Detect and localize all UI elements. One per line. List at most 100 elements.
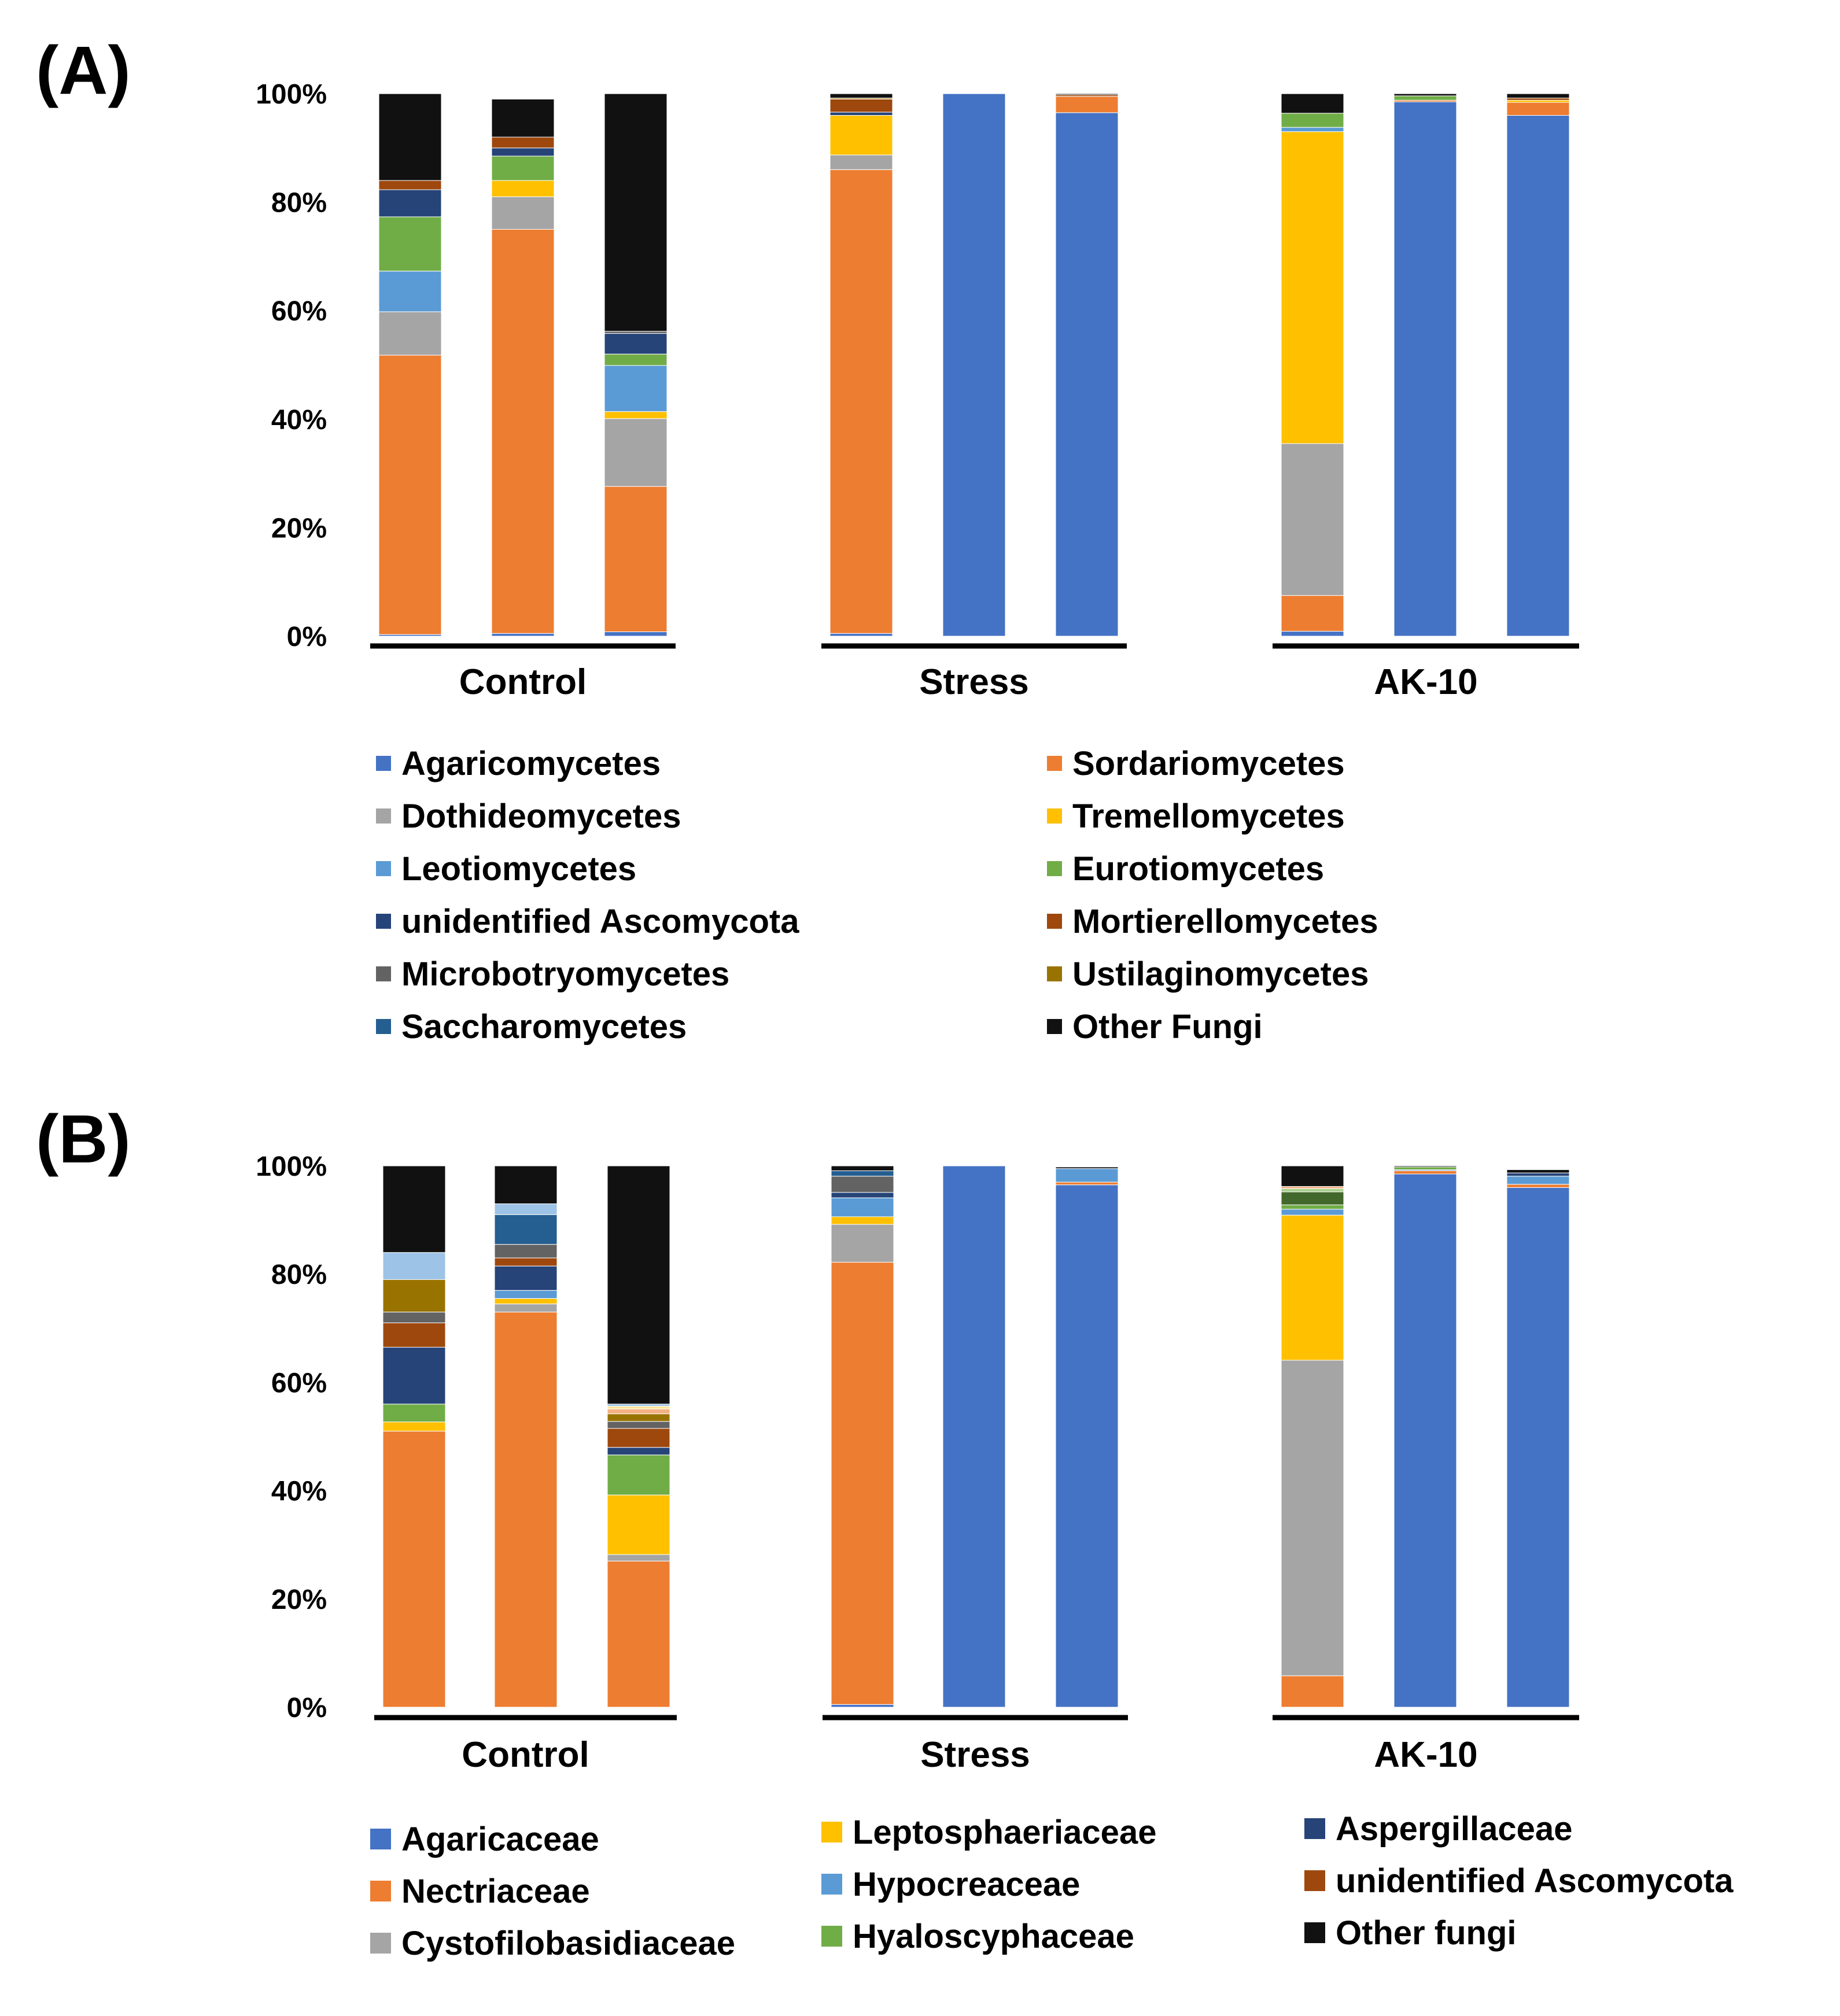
bar-segment-a <box>1281 93 1344 114</box>
bar-segment-b <box>382 1252 446 1280</box>
bar-segment-b <box>494 1304 558 1313</box>
legend-label-a: Other Fungi <box>1072 1008 1263 1046</box>
bar-segment-a <box>491 98 555 138</box>
legend-label-a: Leotiomycetes <box>401 850 636 888</box>
legend-swatch-a <box>1047 1019 1062 1034</box>
legend-swatch-b <box>1304 1818 1325 1839</box>
y-tick-label-a: 40% <box>271 405 327 435</box>
bar-segment-b <box>1281 1186 1344 1189</box>
bar-segment-b <box>831 1216 894 1225</box>
bar-segment-b <box>607 1413 670 1422</box>
y-tick-label-b: 100% <box>256 1151 327 1182</box>
bar-segment-b <box>1393 1170 1457 1175</box>
legend-swatch-b <box>821 1874 842 1895</box>
bar-segment-b <box>607 1404 670 1407</box>
legend-label-b: Nectriaceae <box>401 1873 590 1910</box>
bar-segment-a <box>829 169 893 634</box>
group-label-a: Control <box>459 662 587 702</box>
bar-segment-a <box>1281 127 1344 132</box>
bar-segment-a <box>378 93 442 181</box>
legend-label-b: Leptosphaeriaceae <box>853 1814 1156 1851</box>
legend-label-a: Saccharomycetes <box>401 1008 687 1046</box>
legend-swatch-a <box>376 966 391 981</box>
bar-segment-b <box>494 1257 558 1267</box>
legend-swatch-a <box>1047 966 1062 981</box>
bar-segment-b <box>1055 1166 1119 1169</box>
panel-label-b: (B) <box>36 1101 131 1177</box>
legend-swatch-a <box>1047 914 1062 929</box>
group-label-a: AK-10 <box>1374 662 1477 702</box>
y-tick-label-b: 20% <box>271 1585 327 1615</box>
bar-segment-b <box>382 1421 446 1432</box>
y-tick-label-a: 20% <box>271 513 327 544</box>
legend-label-a: unidentified Ascomycota <box>401 903 799 940</box>
bar-segment-b <box>1281 1209 1344 1216</box>
bars-b <box>382 1165 1570 1708</box>
bar-segment-b <box>942 1165 1006 1708</box>
bar-segment-b <box>382 1404 446 1423</box>
bar-segment-a <box>829 154 893 170</box>
legend-swatch-b <box>1304 1870 1325 1891</box>
bar-segment-b <box>607 1421 670 1429</box>
bar-segment-a <box>491 147 555 157</box>
bar-segment-b <box>382 1312 446 1323</box>
y-tick-label-a: 60% <box>271 296 327 327</box>
bar-segment-a <box>1281 631 1344 637</box>
bar-segment-b <box>1055 1168 1119 1183</box>
group-label-b: Control <box>462 1735 589 1775</box>
legend-label-a: Eurotiomycetes <box>1072 850 1324 888</box>
bar-segment-a <box>1281 443 1344 596</box>
bar-segment-a <box>378 311 442 356</box>
legend-swatch-b <box>370 1933 391 1954</box>
bar-segment-b <box>831 1165 894 1171</box>
bar-segment-a <box>378 180 442 190</box>
bar-segment-a <box>942 93 1006 637</box>
y-axis-a: 0% 20% 40% 60% 80% 100% <box>256 79 327 652</box>
bar-segment-a <box>378 189 442 217</box>
y-tick-label-b: 40% <box>271 1476 327 1507</box>
bar-segment-b <box>831 1170 894 1177</box>
bar-segment-a <box>604 93 668 332</box>
bar-segment-a <box>491 136 555 149</box>
panel-b: (B) 0% 20% 40% 60% 80% 100% Control Stress AK-1… <box>36 1101 1734 1962</box>
bar-segment-b <box>382 1279 446 1313</box>
y-tick-label-b: 80% <box>271 1260 327 1290</box>
bar-segment-a <box>1393 93 1457 97</box>
legend-label-b: Aspergillaceae <box>1336 1810 1572 1848</box>
bar-segment-a <box>829 112 893 116</box>
bar-segment-a <box>829 98 893 113</box>
bar-segment-b <box>494 1203 558 1215</box>
legend-a: Agaricomycetes Sordariomycetes Dothideomyc… <box>376 745 1378 1046</box>
legend-swatch-a <box>1047 808 1062 824</box>
group-axis-a: Control Stress AK-10 <box>370 643 1579 702</box>
bar-segment-a <box>1281 595 1344 632</box>
bar-segment-b <box>831 1262 894 1705</box>
bar-segment-b <box>831 1704 894 1708</box>
bar-segment-b <box>831 1176 894 1193</box>
legend-label-b: Agaricaceae <box>401 1821 599 1858</box>
bar-segment-a <box>604 631 668 637</box>
legend-swatch-a <box>376 861 391 876</box>
bar-segment-a <box>491 180 555 197</box>
bar-segment-a <box>491 633 555 637</box>
legend-swatch-b <box>370 1881 391 1901</box>
y-axis-b: 0% 20% 40% 60% 80% 100% <box>256 1151 327 1723</box>
bar-segment-b <box>494 1312 558 1708</box>
bar-segment-a <box>378 216 442 272</box>
bar-segment-b <box>494 1214 558 1245</box>
bar-segment-b <box>1281 1188 1344 1192</box>
group-label-a: Stress <box>919 662 1029 702</box>
bar-segment-a <box>1393 101 1457 637</box>
bar-segment-b <box>1393 1166 1457 1171</box>
y-tick-label-a: 0% <box>287 622 327 652</box>
bar-segment-b <box>607 1494 670 1555</box>
group-axis-b: Control Stress AK-10 <box>374 1715 1579 1775</box>
bar-segment-b <box>494 1265 558 1291</box>
bar-segment-b <box>1506 1184 1570 1188</box>
bar-segment-b <box>607 1165 670 1405</box>
bar-segment-b <box>607 1406 670 1409</box>
bar-segment-b <box>607 1560 670 1708</box>
bar-segment-a <box>1506 93 1570 99</box>
bar-segment-b <box>607 1554 670 1561</box>
legend-label-a: Microbotryomycetes <box>401 955 729 993</box>
